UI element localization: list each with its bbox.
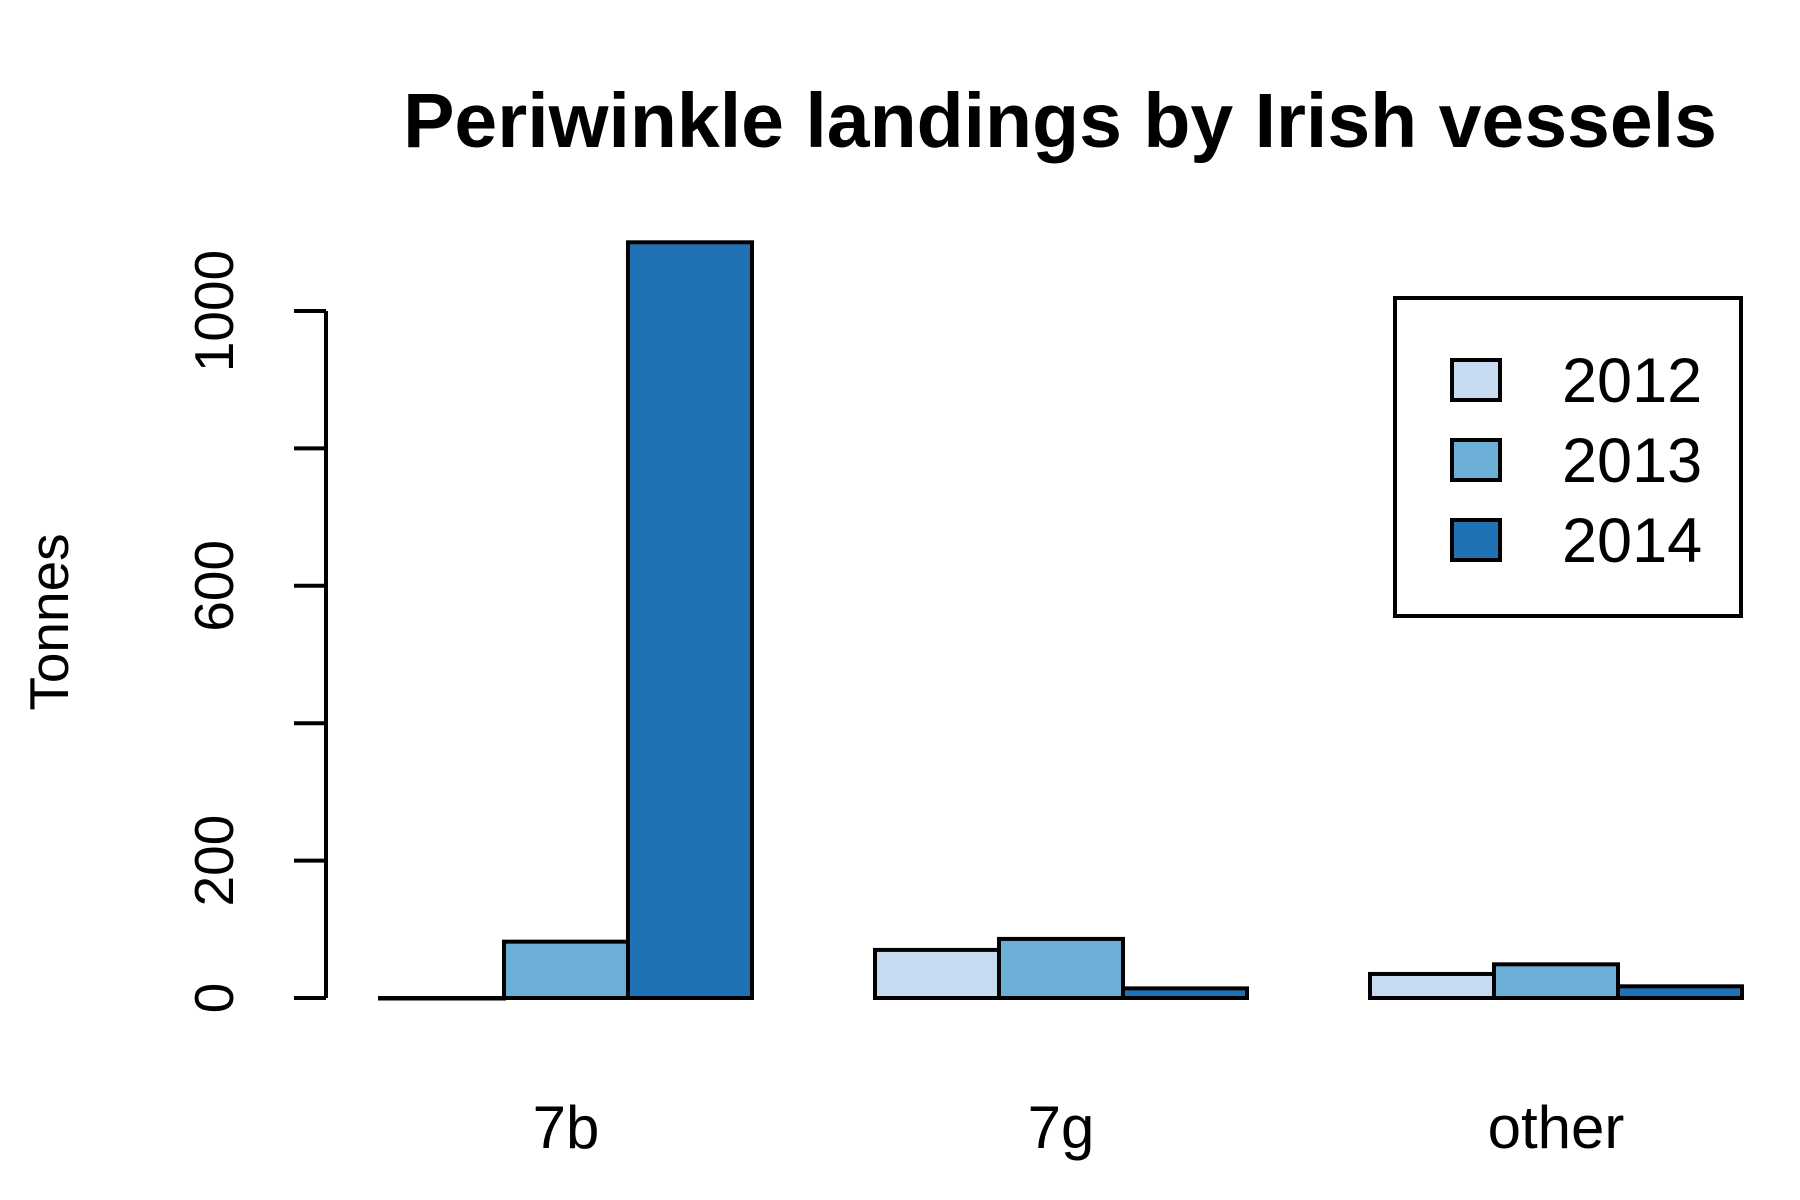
bar-7b-2014 (626, 240, 754, 1001)
bar-other-2014 (1616, 984, 1744, 1000)
category-label-7b: 7b (533, 1094, 600, 1161)
y-axis: 0 200 600 1000 (183, 250, 328, 1014)
bar-7g-2014 (1121, 986, 1249, 1001)
bar-other-2013 (1492, 962, 1620, 1000)
legend: 2012 2013 2014 (1393, 296, 1743, 618)
y-tick-label: 600 (183, 540, 245, 632)
y-tick-label: 0 (183, 983, 245, 1014)
bar-7g-2013 (997, 936, 1125, 1001)
category-label-7g: 7g (1028, 1094, 1095, 1161)
bar-7g-2012 (873, 947, 1001, 1000)
category-labels: 7b 7g other (533, 1094, 1625, 1161)
y-tick-label: 200 (183, 815, 245, 907)
bars (378, 240, 1744, 1001)
bar-7b-2012 (378, 996, 506, 1001)
legend-label-2012: 2012 (1562, 346, 1702, 416)
legend-swatch-2013 (1450, 438, 1502, 482)
legend-swatch-2012 (1450, 358, 1502, 402)
legend-label-2013: 2013 (1562, 426, 1702, 496)
legend-swatch-2014 (1450, 518, 1502, 562)
bar-7b-2013 (502, 939, 630, 1001)
chart-title: Periwinkle landings by Irish vessels (403, 78, 1717, 164)
y-tick-label: 1000 (183, 250, 245, 372)
category-label-other: other (1488, 1094, 1625, 1161)
y-axis-label: Tonnes (18, 533, 80, 710)
bar-other-2012 (1368, 971, 1496, 1001)
legend-label-2014: 2014 (1562, 506, 1702, 576)
